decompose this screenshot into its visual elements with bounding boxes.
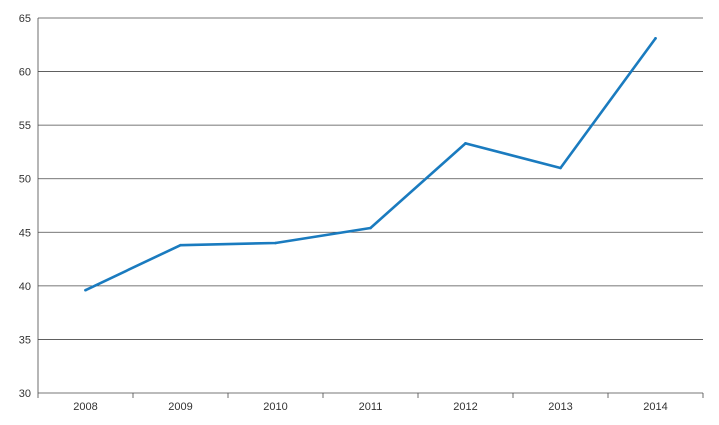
x-tick-label: 2013 [548,401,572,413]
x-tick-label: 2010 [263,401,287,413]
data-point-2008 [84,288,87,292]
data-point-2011 [369,226,372,230]
data-point-2009 [179,243,182,247]
data-point-2012 [464,142,467,145]
x-tick-labels: 2008 2009 2010 2011 2012 2013 2014 [73,401,667,413]
y-tick-labels: 30 35 40 45 50 55 60 65 [19,13,31,400]
y-tick-label: 35 [19,334,31,346]
y-tick-label: 45 [19,227,31,239]
x-tick-label: 2011 [359,401,383,413]
y-tick-label: 30 [19,388,31,400]
data-point-2013 [559,166,562,170]
y-tick-label: 50 [19,174,31,186]
y-tick-label: 60 [19,67,31,79]
x-tick-label: 2009 [168,401,192,413]
x-tick-label: 2008 [73,401,97,413]
x-tick-label: 2012 [453,401,477,413]
y-tick-label: 55 [19,120,31,132]
data-point-2010 [274,241,277,245]
series-layer [84,37,657,292]
series-line-0 [84,37,657,292]
x-tick-label: 2014 [643,401,667,413]
axes [37,18,704,398]
gridlines [38,17,703,340]
data-point-2014 [654,37,657,40]
y-tick-label: 40 [19,281,31,293]
y-tick-label: 65 [19,13,31,25]
